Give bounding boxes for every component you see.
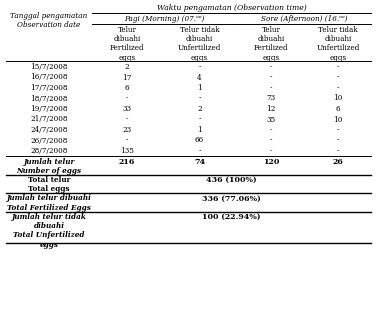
- Text: Sore (Afternoon) (16.ᵒᵒ): Sore (Afternoon) (16.ᵒᵒ): [261, 15, 347, 23]
- Text: -: -: [126, 116, 128, 124]
- Text: 135: 135: [120, 147, 134, 155]
- Text: -: -: [270, 147, 272, 155]
- Text: Telur
dibuahi
Fertilized
eggs: Telur dibuahi Fertilized eggs: [110, 26, 144, 62]
- Text: 2: 2: [197, 105, 202, 113]
- Text: 17: 17: [122, 74, 132, 82]
- Text: -: -: [337, 84, 339, 92]
- Text: 10: 10: [333, 116, 343, 124]
- Text: -: -: [337, 147, 339, 155]
- Text: 1: 1: [197, 84, 202, 92]
- Text: -: -: [198, 63, 201, 71]
- Text: Tanggal pengamatan
Observation date: Tanggal pengamatan Observation date: [11, 12, 87, 29]
- Text: 12: 12: [266, 105, 276, 113]
- Text: -: -: [337, 126, 339, 134]
- Text: 6: 6: [336, 105, 340, 113]
- Text: 436 (100%): 436 (100%): [206, 176, 257, 184]
- Text: -: -: [126, 137, 128, 144]
- Text: 35: 35: [267, 116, 276, 124]
- Text: Telur tidak
dibuahi
Unfertilized
eggs: Telur tidak dibuahi Unfertilized eggs: [316, 26, 360, 62]
- Text: 4: 4: [197, 74, 202, 82]
- Text: 28/7/2008: 28/7/2008: [30, 147, 68, 155]
- Text: -: -: [270, 137, 272, 144]
- Text: Jumlah telur tidak
dibuahi
Total Unfertilized
eggs: Jumlah telur tidak dibuahi Total Unferti…: [12, 213, 86, 249]
- Text: 16/7/2008: 16/7/2008: [30, 74, 68, 82]
- Text: 73: 73: [267, 94, 276, 102]
- Text: 23: 23: [123, 126, 132, 134]
- Text: 74: 74: [194, 157, 205, 166]
- Text: -: -: [198, 116, 201, 124]
- Text: Telur tidak
dibuahi
Unfertilized
eggs: Telur tidak dibuahi Unfertilized eggs: [178, 26, 221, 62]
- Text: -: -: [270, 74, 272, 82]
- Text: -: -: [337, 74, 339, 82]
- Text: 120: 120: [263, 157, 279, 166]
- Text: 17/7/2008: 17/7/2008: [30, 84, 68, 92]
- Text: 66: 66: [195, 137, 204, 144]
- Text: 2: 2: [125, 63, 129, 71]
- Text: 6: 6: [125, 84, 129, 92]
- Text: Pagi (Morning) (07.ᵒᵒ): Pagi (Morning) (07.ᵒᵒ): [124, 15, 205, 23]
- Text: Waktu pengamatan (Observation time): Waktu pengamatan (Observation time): [156, 4, 307, 12]
- Text: Jumlah telur
Number of eggs: Jumlah telur Number of eggs: [17, 157, 81, 175]
- Text: 100 (22.94%): 100 (22.94%): [202, 213, 261, 221]
- Text: Total telur
Total eggs: Total telur Total eggs: [28, 176, 70, 193]
- Text: -: -: [270, 126, 272, 134]
- Text: -: -: [198, 94, 201, 102]
- Text: 18/7/2008: 18/7/2008: [30, 94, 68, 102]
- Text: -: -: [270, 84, 272, 92]
- Text: -: -: [270, 63, 272, 71]
- Text: Telur
dibuahi
Fertilized
eggs: Telur dibuahi Fertilized eggs: [254, 26, 288, 62]
- Text: -: -: [126, 94, 128, 102]
- Text: -: -: [337, 137, 339, 144]
- Text: 1: 1: [197, 126, 202, 134]
- Text: 33: 33: [123, 105, 132, 113]
- Text: 24/7/2008: 24/7/2008: [30, 126, 68, 134]
- Text: 15/7/2008: 15/7/2008: [30, 63, 68, 71]
- Text: 19/7/2008: 19/7/2008: [30, 105, 68, 113]
- Text: 26: 26: [333, 157, 343, 166]
- Text: 216: 216: [119, 157, 135, 166]
- Text: -: -: [337, 63, 339, 71]
- Text: 10: 10: [333, 94, 343, 102]
- Text: 336 (77.06%): 336 (77.06%): [202, 195, 261, 203]
- Text: Jumlah telur dibuahi
Total Fertilized Eggs: Jumlah telur dibuahi Total Fertilized Eg…: [6, 195, 92, 212]
- Text: 26/7/2008: 26/7/2008: [30, 137, 68, 144]
- Text: -: -: [198, 147, 201, 155]
- Text: 21/7/2008: 21/7/2008: [30, 116, 68, 124]
